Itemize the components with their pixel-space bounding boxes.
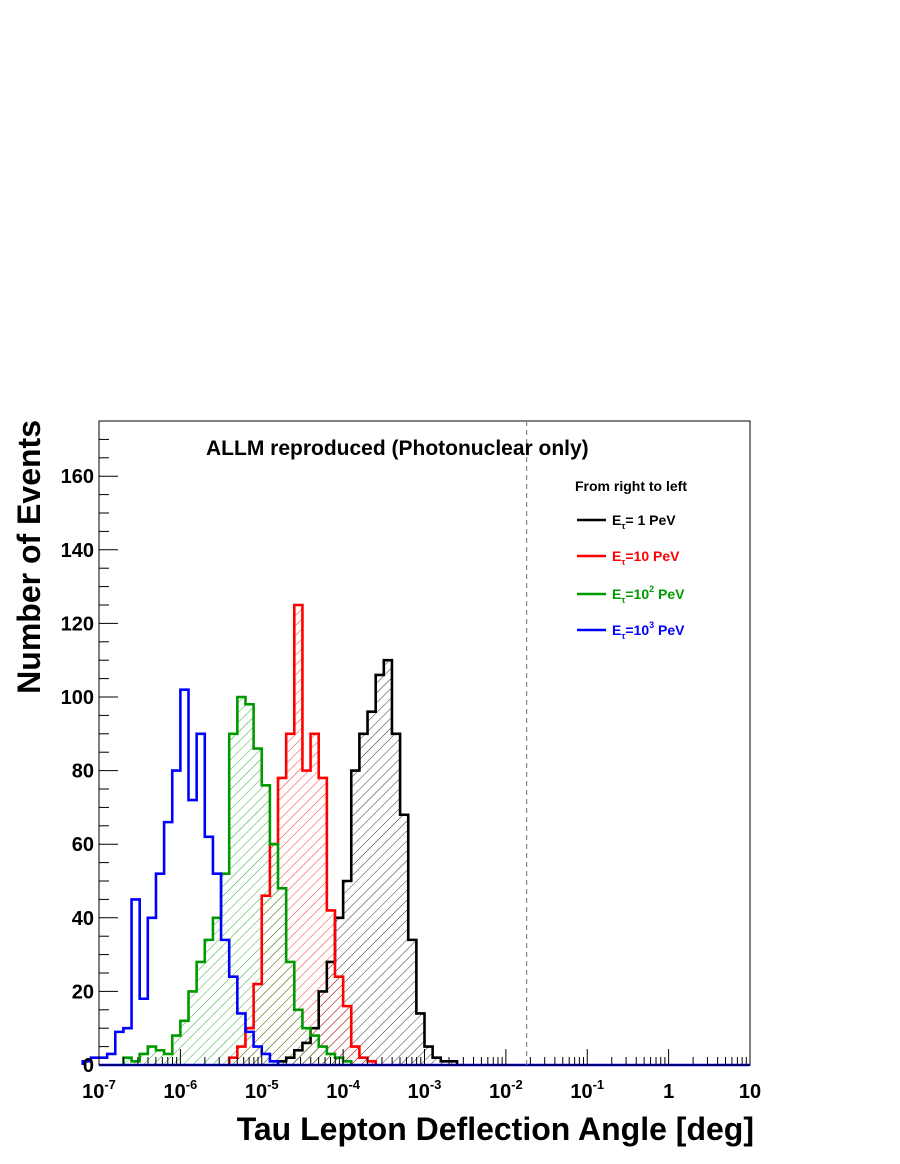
y-tick-label: 120 xyxy=(61,613,94,635)
x-tick-label: 1 xyxy=(663,1081,674,1103)
legend-entry-label: Eτ=10 PeV xyxy=(612,548,680,567)
x-tick-label: 10-3 xyxy=(408,1077,442,1103)
x-tick-label: 10-6 xyxy=(163,1077,197,1103)
histogram-line-series-2 xyxy=(227,603,377,1065)
chart-title: ALLM reproduced (Photonuclear only) xyxy=(206,437,589,460)
y-tick-label: 60 xyxy=(72,834,94,856)
y-tick-label: 0 xyxy=(83,1055,94,1077)
y-tick-label: 160 xyxy=(61,466,94,488)
y-axis-label: Number of Events xyxy=(11,420,47,694)
legend-entry-label: Eτ= 1 PeV xyxy=(612,512,676,531)
x-tick-label: 10-7 xyxy=(82,1077,116,1103)
x-tick-label: 10-5 xyxy=(245,1077,279,1103)
x-axis-label: Tau Lepton Deflection Angle [deg] xyxy=(237,1111,754,1147)
histogram-line-series-4 xyxy=(81,688,280,1065)
x-tick-label: 10-1 xyxy=(570,1077,604,1103)
y-tick-label: 40 xyxy=(72,908,94,930)
histogram-line-series-1 xyxy=(276,658,459,1065)
x-tick-label: 10-2 xyxy=(489,1077,523,1103)
histogram-line-series-3 xyxy=(122,695,353,1065)
y-tick-label: 20 xyxy=(72,981,94,1003)
x-tick-label: 10-4 xyxy=(326,1077,361,1103)
y-tick-label: 100 xyxy=(61,687,94,709)
y-tick-label: 140 xyxy=(61,540,94,562)
x-tick-label: 10 xyxy=(739,1081,761,1103)
legend-header: From right to left xyxy=(575,478,687,494)
legend-entry-label: Eτ=102 PeV xyxy=(612,584,685,605)
y-tick-label: 80 xyxy=(72,761,94,783)
legend-entry-label: Eτ=103 PeV xyxy=(612,620,685,641)
histogram-fill-series-1 xyxy=(278,660,458,1065)
